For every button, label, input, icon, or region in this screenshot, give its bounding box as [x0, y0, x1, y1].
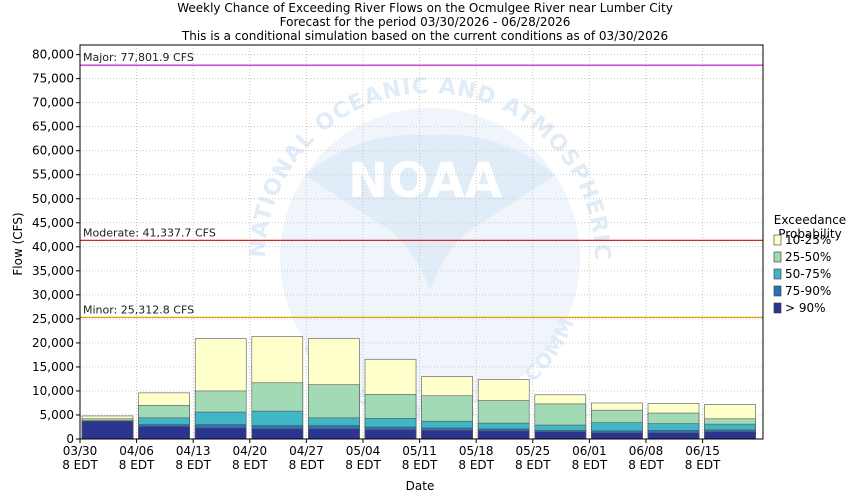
flood-stage-label: Major: 77,801.9 CFS	[83, 51, 194, 64]
x-tick-label-time: 8 EDT	[572, 458, 608, 472]
y-tick-label: 70,000	[32, 96, 74, 110]
bar-segment	[647, 432, 700, 440]
y-tick-label: 15,000	[32, 360, 74, 374]
y-tick-label: 25,000	[32, 312, 74, 326]
y-tick-label: 40,000	[32, 240, 74, 254]
legend-title: Exceedance	[774, 213, 846, 227]
x-tick-label-time: 8 EDT	[62, 458, 98, 472]
y-tick-label: 10,000	[32, 384, 74, 398]
legend-swatch	[773, 302, 782, 314]
bar-segment	[364, 429, 417, 440]
x-tick-label: 05/25	[516, 444, 551, 458]
x-tick-label: 06/15	[685, 444, 720, 458]
x-tick-label-time: 8 EDT	[402, 458, 438, 472]
y-tick-label: 45,000	[32, 216, 74, 230]
x-tick-label: 06/08	[629, 444, 664, 458]
legend-item: > 90%	[785, 301, 826, 315]
flood-stage-label: Minor: 25,312.8 CFS	[83, 303, 194, 316]
bar-segment	[534, 431, 587, 440]
flood-stage-lines: Major: 77,801.9 CFS Moderate: 41,337.7 CF…	[80, 51, 763, 319]
y-tick-label: 30,000	[32, 288, 74, 302]
title-line-1: Weekly Chance of Exceeding River Flows o…	[177, 1, 673, 15]
x-tick-label-time: 8 EDT	[458, 458, 494, 472]
y-tick-label: 35,000	[32, 264, 74, 278]
x-tick-label: 04/27	[289, 444, 324, 458]
x-tick-label: 04/06	[119, 444, 154, 458]
noaa-bird-icon	[305, 134, 555, 290]
y-tick-label: 55,000	[32, 168, 74, 182]
title-line-2: Forecast for the period 03/30/2026 - 06/…	[280, 15, 571, 29]
x-tick-label-time: 8 EDT	[685, 458, 721, 472]
legend-title: Probability	[778, 227, 841, 241]
bar-segment	[477, 430, 530, 440]
y-tick-label: 20,000	[32, 336, 74, 350]
y-tick-label: 60,000	[32, 144, 74, 158]
x-tick-label-time: 8 EDT	[289, 458, 325, 472]
x-tick-label: 05/18	[459, 444, 494, 458]
bar-segment	[194, 427, 247, 440]
noaa-logo-text: NOAA	[348, 153, 502, 209]
y-axis-label: Flow (CFS)	[11, 212, 25, 275]
legend-swatch	[773, 268, 782, 280]
bar-segment	[421, 430, 473, 440]
legend-item: 50-75%	[785, 267, 831, 281]
bar-segment	[138, 426, 190, 440]
x-tick-label-time: 8 EDT	[345, 458, 381, 472]
legend-item: 75-90%	[785, 284, 831, 298]
x-tick-label-time: 8 EDT	[175, 458, 211, 472]
y-tick-label: 5,000	[40, 408, 74, 422]
bar-segment	[308, 428, 360, 440]
x-tick-label-time: 8 EDT	[628, 458, 664, 472]
bars	[81, 336, 756, 440]
flood-stage-label: Moderate: 41,337.7 CFS	[83, 226, 216, 239]
title-line-3: This is a conditional simulation based o…	[181, 29, 668, 43]
legend-item: 10-25%	[785, 233, 831, 247]
plot-frame	[79, 44, 764, 440]
legend-swatch	[773, 285, 782, 297]
y-tick-label: 50,000	[32, 192, 74, 206]
x-tick-label-time: 8 EDT	[119, 458, 155, 472]
bar-segment	[704, 431, 756, 440]
y-tick-label: 80,000	[32, 48, 74, 62]
x-tick-label: 05/04	[346, 444, 381, 458]
legend-swatch	[773, 251, 782, 263]
x-tick-label: 04/13	[176, 444, 211, 458]
y-tick-label: 75,000	[32, 72, 74, 86]
x-tick-label-time: 8 EDT	[515, 458, 551, 472]
x-tick-label-time: 8 EDT	[232, 458, 268, 472]
legend-item: 25-50%	[785, 250, 831, 264]
bar-segment	[251, 428, 304, 440]
x-tick-label: 03/30	[63, 444, 98, 458]
axes: 0 5,000 10,000 15,000 20,000 25,000 30,000 35,0…	[32, 44, 764, 472]
y-tick-label: 0	[66, 432, 74, 446]
x-tick-label: 06/01	[572, 444, 607, 458]
chart-title: Weekly Chance of Exceeding River Flows o…	[177, 1, 673, 43]
x-tick-label: 05/11	[402, 444, 437, 458]
bar-segment	[591, 432, 643, 440]
x-axis-label: Date	[406, 479, 435, 493]
x-tick-label: 04/20	[233, 444, 268, 458]
bar-segment	[81, 420, 134, 440]
legend-swatch	[773, 234, 782, 246]
y-tick-label: 65,000	[32, 120, 74, 134]
